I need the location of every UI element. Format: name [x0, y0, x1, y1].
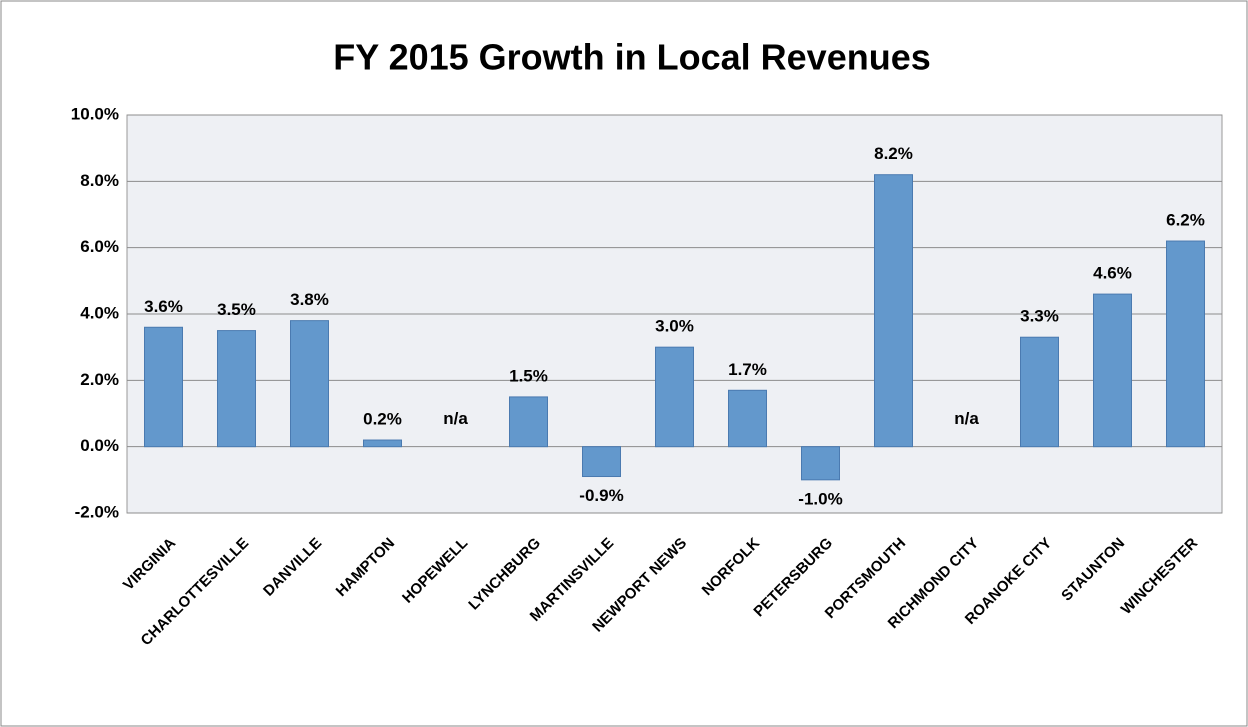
bar — [582, 446, 621, 478]
bar — [1020, 336, 1059, 448]
data-label: n/a — [443, 409, 468, 428]
data-label: 4.6% — [1093, 264, 1132, 283]
chart-title: FY 2015 Growth in Local Revenues — [333, 37, 931, 78]
data-label: 6.2% — [1166, 211, 1205, 230]
y-tick-label: -2.0% — [75, 502, 119, 521]
data-label: 3.6% — [144, 297, 183, 316]
data-label: 3.0% — [655, 317, 694, 336]
data-label: 1.7% — [728, 360, 767, 379]
bar — [1093, 293, 1132, 448]
y-tick-label: 2.0% — [80, 370, 119, 389]
data-label: 0.2% — [363, 410, 402, 429]
data-label: 3.8% — [290, 290, 329, 309]
data-label: -1.0% — [798, 489, 842, 508]
y-tick-label: 6.0% — [80, 237, 119, 256]
bar — [363, 439, 402, 448]
bar — [290, 320, 329, 448]
data-label: 3.5% — [217, 300, 256, 319]
bar — [144, 326, 183, 448]
bar — [1166, 240, 1205, 448]
bar — [217, 330, 256, 448]
data-label: 8.2% — [874, 144, 913, 163]
data-label: 3.3% — [1020, 307, 1059, 326]
bar — [874, 174, 913, 448]
y-tick-label: 0.0% — [80, 436, 119, 455]
bar — [801, 446, 840, 481]
y-tick-label: 10.0% — [71, 104, 119, 123]
data-label: n/a — [954, 409, 979, 428]
y-tick-label: 8.0% — [80, 171, 119, 190]
bar — [728, 389, 767, 448]
data-label: 1.5% — [509, 366, 548, 385]
data-label: -0.9% — [579, 486, 623, 505]
bar — [655, 346, 694, 448]
bar — [509, 396, 548, 448]
y-tick-label: 4.0% — [80, 303, 119, 322]
